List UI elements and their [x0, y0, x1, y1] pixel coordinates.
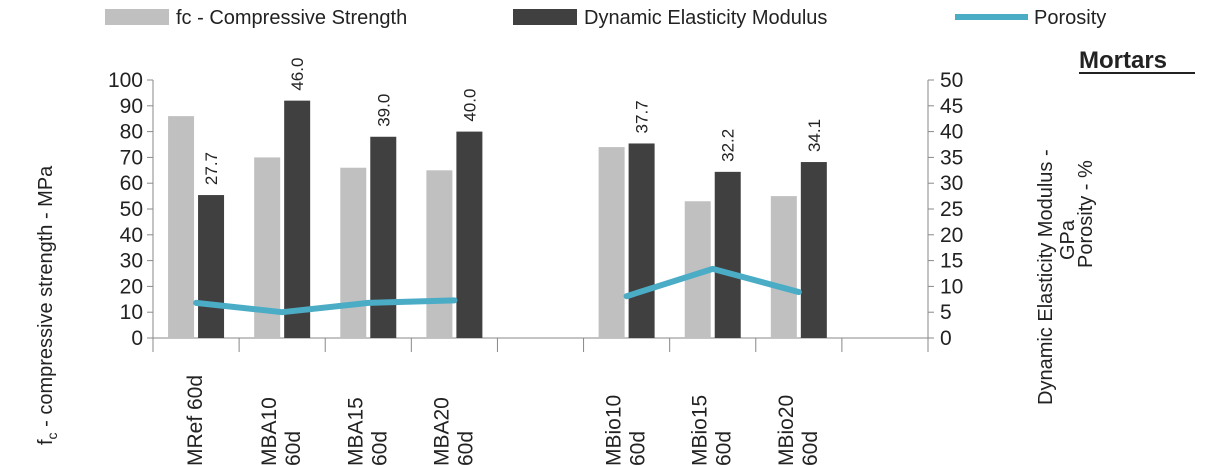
legend: fc - Compressive Strength Dynamic Elasti… — [105, 7, 1106, 29]
y-right-axis-title-line3: Porosity - % — [1075, 160, 1097, 268]
y-left-tick-label: 50 — [120, 198, 143, 221]
y-right-axis-title-line1: Dynamic Elasticity Modulus - — [1035, 149, 1057, 405]
x-category-label: MBA15 — [344, 397, 367, 465]
panel-label: Mortars — [1079, 47, 1167, 74]
bar-compressive-strength — [598, 147, 625, 338]
bar-elasticity-modulus — [284, 100, 311, 338]
y-right-tick-label: 0 — [940, 327, 952, 350]
axes: 0102030405060708090100051015202530354045… — [108, 69, 963, 352]
y-left-axis-title: fc - compressive strength - MPa — [35, 165, 60, 445]
y-right-axis-title-line2: GPa — [1057, 219, 1079, 260]
data-label-elasticity-modulus: 39.0 — [374, 94, 393, 127]
x-category-label: 60d — [627, 431, 650, 465]
data-label-elasticity-modulus: 34.1 — [805, 119, 824, 152]
data-label-elasticity-modulus: 32.2 — [719, 129, 738, 162]
data-labels: 27.7 46.0 39.0 40.0 37.7 32.2 34.1 — [202, 58, 824, 186]
legend-label-compressive-strength: fc - Compressive Strength — [176, 7, 407, 29]
y-right-tick-label: 30 — [940, 172, 963, 195]
y-left-tick-label: 40 — [120, 224, 143, 247]
x-category-label: 60d — [799, 431, 822, 465]
y-right-tick-label: 25 — [940, 198, 963, 221]
legend-label-elasticity-modulus: Dynamic Elasticity Modulus — [584, 7, 827, 29]
x-category-label: 60d — [368, 431, 391, 465]
porosity-line — [193, 297, 458, 316]
x-category-label: MBio10 — [603, 395, 626, 465]
legend-swatch-elasticity-modulus — [513, 9, 577, 25]
y-right-tick-label: 5 — [940, 301, 952, 324]
bar-elasticity-modulus — [370, 136, 397, 338]
y-left-tick-label: 20 — [120, 275, 143, 298]
x-category-label: MBio15 — [689, 395, 712, 465]
bars — [168, 100, 827, 339]
legend-swatch-compressive-strength — [105, 9, 169, 25]
y-right-tick-label: 15 — [940, 250, 963, 273]
porosity-line-layer — [193, 265, 802, 316]
y-right-tick-label: 10 — [940, 275, 963, 298]
y-left-tick-label: 80 — [120, 121, 143, 144]
y-right-tick-label: 45 — [940, 95, 963, 118]
x-category-label: 60d — [282, 431, 305, 465]
x-category-label: 60d — [454, 431, 477, 465]
bar-compressive-strength — [340, 167, 367, 338]
y-right-tick-label: 35 — [940, 146, 963, 169]
y-left-tick-label: 0 — [131, 327, 143, 350]
bar-elasticity-modulus — [800, 162, 827, 338]
x-category-label: MBA10 — [258, 397, 281, 465]
bar-elasticity-modulus — [714, 171, 741, 338]
y-left-tick-label: 60 — [120, 172, 143, 195]
data-label-elasticity-modulus: 37.7 — [633, 100, 652, 133]
x-category-label: 60d — [713, 431, 736, 465]
x-category-label: MBA20 — [430, 397, 453, 465]
x-category-label: MBio20 — [775, 395, 798, 465]
category-labels: MRef 60d MBA10 60d MBA15 60d MBA20 60d MBio10 60… — [184, 375, 822, 465]
bar-compressive-strength — [168, 116, 195, 339]
y-left-tick-label: 100 — [108, 69, 143, 92]
y-left-tick-label: 90 — [120, 95, 143, 118]
y-right-tick-label: 50 — [940, 69, 963, 92]
y-right-tick-label: 20 — [940, 224, 963, 247]
x-category-label: MRef 60d — [184, 375, 207, 465]
data-label-elasticity-modulus: 27.7 — [202, 152, 221, 185]
y-left-tick-label: 70 — [120, 146, 143, 169]
porosity-line — [623, 265, 802, 300]
y-right-tick-label: 40 — [940, 121, 963, 144]
y-left-tick-label: 30 — [120, 250, 143, 273]
data-label-elasticity-modulus: 40.0 — [460, 89, 479, 122]
data-label-elasticity-modulus: 46.0 — [288, 58, 307, 91]
bar-compressive-strength — [770, 196, 797, 338]
legend-label-porosity: Porosity — [1034, 7, 1106, 29]
bar-elasticity-modulus — [628, 143, 655, 338]
bar-elasticity-modulus — [198, 195, 225, 338]
bar-elasticity-modulus — [456, 131, 483, 338]
bar-compressive-strength — [426, 170, 453, 338]
y-left-tick-label: 10 — [120, 301, 143, 324]
